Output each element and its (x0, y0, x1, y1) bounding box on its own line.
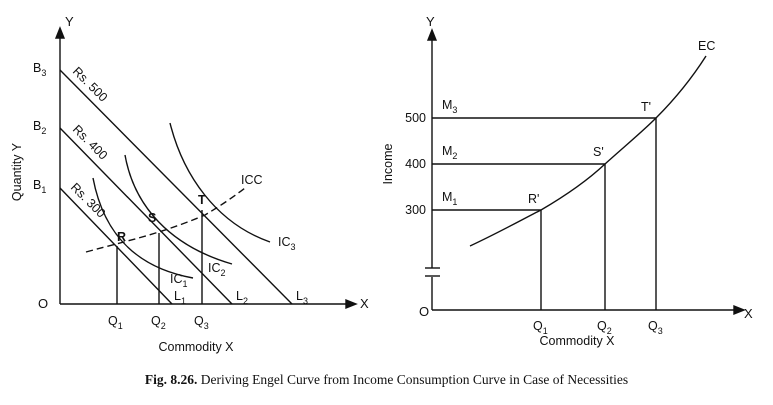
icc-curve (85, 187, 246, 253)
axis-break-mask (426, 268, 438, 277)
curve-label-ic1: IC1 (170, 272, 188, 289)
right-tick-q3: Q3 (648, 319, 663, 336)
m-label-3: M3 (442, 98, 457, 115)
left-x-axis-title: Commodity X (158, 340, 234, 354)
icc-label: ICC (241, 173, 263, 187)
point-r-prime: R' (528, 192, 539, 206)
point-t: T (198, 193, 206, 207)
curve-label-ic3: IC3 (278, 235, 296, 252)
point-r: R (117, 230, 126, 244)
left-x-axis-letter: X (360, 296, 369, 311)
right-y-axis-letter: Y (426, 14, 435, 29)
right-tick-q2: Q2 (597, 319, 612, 336)
right-y-arrow (426, 28, 438, 41)
left-tick-q3: Q3 (194, 314, 209, 331)
income-tick-400: 400 (405, 157, 426, 171)
left-y-axis-letter: Y (65, 14, 74, 29)
left-tick-q2: Q2 (151, 314, 166, 331)
indifference-curve-3 (169, 122, 271, 243)
budget-line-500 (59, 69, 293, 305)
right-x-axis-title: Commodity X (539, 334, 615, 348)
budget-label-300: Rs. 300 (68, 180, 108, 220)
budget-label-500: Rs. 500 (70, 64, 110, 104)
line-end-l2: L2 (236, 289, 248, 306)
engel-curve (469, 55, 707, 247)
point-t-prime: T' (641, 100, 651, 114)
line-end-l1: L1 (174, 289, 186, 306)
budget-label-400: Rs. 400 (70, 122, 110, 162)
curve-label-ic2: IC2 (208, 261, 226, 278)
left-x-arrow (345, 298, 358, 310)
budget-line-300 (59, 187, 173, 305)
left-y-arrow (54, 26, 66, 39)
figure-caption: Fig. 8.26. Deriving Engel Curve from Inc… (0, 372, 773, 388)
budget-line-400 (59, 127, 233, 305)
left-y-axis-title: Quantity Y (10, 142, 24, 201)
line-end-l3: L3 (296, 289, 308, 306)
m-label-1: M1 (442, 190, 457, 207)
right-x-arrow (733, 304, 746, 316)
income-tick-300: 300 (405, 203, 426, 217)
point-s-prime: S' (593, 145, 604, 159)
m-label-2: M2 (442, 144, 457, 161)
right-x-axis-letter: X (744, 306, 753, 321)
indifference-curve-2 (124, 154, 233, 265)
right-origin-label: O (419, 304, 429, 319)
right-y-axis-title: Income (381, 143, 395, 184)
indifference-curve-1 (92, 177, 194, 279)
intercept-b3: B3 (33, 61, 46, 78)
income-tick-500: 500 (405, 111, 426, 125)
intercept-b1: B1 (33, 178, 46, 195)
left-tick-q1: Q1 (108, 314, 123, 331)
intercept-b2: B2 (33, 119, 46, 136)
left-origin-label: O (38, 296, 48, 311)
engel-curve-label: EC (698, 39, 715, 53)
right-tick-q1: Q1 (533, 319, 548, 336)
point-s: S (148, 211, 156, 225)
figure-caption-text: Deriving Engel Curve from Income Consump… (200, 372, 629, 387)
figure-number: Fig. 8.26. (144, 372, 198, 387)
